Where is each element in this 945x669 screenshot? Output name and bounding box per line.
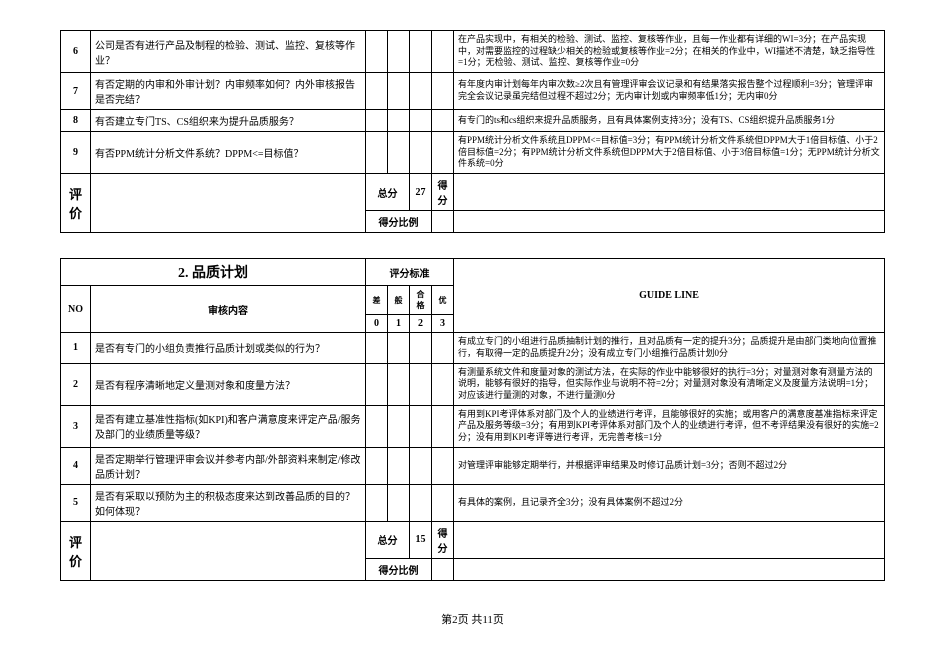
s1-row-2-no: 8 <box>61 110 91 132</box>
s2-row-4-score-1[interactable] <box>388 484 410 521</box>
s2-row-0-score-2[interactable] <box>410 333 432 363</box>
section2-guide-header: GUIDE LINE <box>454 259 885 333</box>
s2-row-2-guide: 有用到KPI考评体系对部门及个人的业绩进行考评，且能够很好的实施；或用客户的满意… <box>454 405 885 447</box>
s1-row-2-guide: 有专门的ts和cs组织来提升品质服务，且有具体案例支持3分；没有TS、CS组织提… <box>454 110 885 132</box>
s2-row-4-score-3[interactable] <box>432 484 454 521</box>
grade-top-1: 般 <box>388 286 410 315</box>
s2-row-3-content: 是否定期举行管理评审会议并参考内部/外部资料来制定/修改品质计划？ <box>91 447 366 484</box>
s2-row-2-score-1[interactable] <box>388 405 410 447</box>
s2-row-3-guide: 对管理评审能够定期举行，并根据评审结果及时修订品质计划=3分；否则不超过2分 <box>454 447 885 484</box>
s2-row-4-guide: 有具体的案例，且记录齐全3分；没有具体案例不超过2分 <box>454 484 885 521</box>
s2-row-2-score-0[interactable] <box>366 405 388 447</box>
s1-row-3-no: 9 <box>61 132 91 174</box>
s1-row-1-score-3[interactable] <box>432 73 454 110</box>
s1-row-0-guide: 在产品实现中，有相关的检验、测试、监控、复核等作业，且每一作业都有详细的WI=3… <box>454 31 885 73</box>
s1-row-1-no: 7 <box>61 73 91 110</box>
s1-row-3-score-2[interactable] <box>410 132 432 174</box>
grade-top-0: 差 <box>366 286 388 315</box>
section2-ratio-label: 得分比例 <box>366 558 432 580</box>
s1-row-1-guide: 有年度内审计划每年内审次数≥2次且有管理评审会议记录和有结果落实报告整个过程顺利… <box>454 73 885 110</box>
page-footer: 第2页 共11页 <box>60 611 885 627</box>
section2-eval-label: 评价 <box>61 521 91 580</box>
s1-row-0-score-1[interactable] <box>388 31 410 73</box>
section2-score-cell[interactable] <box>454 521 885 558</box>
section2-content-header: 审核内容 <box>91 286 366 333</box>
s2-row-3-score-0[interactable] <box>366 447 388 484</box>
section1-table: 6公司是否有进行产品及制程的检验、测试、监控、复核等作业？ 在产品实现中，有相关的… <box>60 30 885 233</box>
section1-ratio-label: 得分比例 <box>366 211 432 233</box>
s1-row-3-score-0[interactable] <box>366 132 388 174</box>
s2-row-1-guide: 有测量系统文件和度量对象的测试方法，在实际的作业中能够很好的执行=3分；对量测对… <box>454 363 885 405</box>
grade-bot-3: 3 <box>432 315 454 333</box>
s1-row-3-score-3[interactable] <box>432 132 454 174</box>
section1-ratio-cell2[interactable] <box>454 211 885 233</box>
s1-row-2-score-2[interactable] <box>410 110 432 132</box>
section2-score-label: 得分 <box>432 521 454 558</box>
s2-row-3-no: 4 <box>61 447 91 484</box>
s1-row-2-score-0[interactable] <box>366 110 388 132</box>
s2-row-0-score-3[interactable] <box>432 333 454 363</box>
grade-top-2: 合格 <box>410 286 432 315</box>
section2-no-header: NO <box>61 286 91 333</box>
s2-row-2-content: 是否有建立基准性指标(如KPI)和客户满意度来评定产品/服务及部门的业绩质量等级… <box>91 405 366 447</box>
s2-row-3-score-3[interactable] <box>432 447 454 484</box>
s2-row-1-score-3[interactable] <box>432 363 454 405</box>
s2-row-2-score-3[interactable] <box>432 405 454 447</box>
section1-eval-cell[interactable] <box>91 174 366 233</box>
s1-row-1-score-2[interactable] <box>410 73 432 110</box>
s2-row-3-score-2[interactable] <box>410 447 432 484</box>
s1-row-0-content: 公司是否有进行产品及制程的检验、测试、监控、复核等作业？ <box>91 31 366 73</box>
section2-ratio-cell2[interactable] <box>454 558 885 580</box>
s1-row-0-no: 6 <box>61 31 91 73</box>
s2-row-4-score-0[interactable] <box>366 484 388 521</box>
s2-row-1-score-1[interactable] <box>388 363 410 405</box>
s2-row-1-score-0[interactable] <box>366 363 388 405</box>
s2-row-0-score-0[interactable] <box>366 333 388 363</box>
section2-table: 2. 品质计划评分标准GUIDE LINENO审核内容差般合格优01231是否有… <box>60 258 885 581</box>
s2-row-1-score-2[interactable] <box>410 363 432 405</box>
grade-top-3: 优 <box>432 286 454 315</box>
section1-total-label: 总分 <box>366 174 410 211</box>
section1-ratio-cell1[interactable] <box>432 211 454 233</box>
section2-total-label: 总分 <box>366 521 410 558</box>
section2-eval-cell[interactable] <box>91 521 366 580</box>
s1-row-3-score-1[interactable] <box>388 132 410 174</box>
s2-row-4-score-2[interactable] <box>410 484 432 521</box>
section1-eval-label: 评价 <box>61 174 91 233</box>
section1-score-label: 得分 <box>432 174 454 211</box>
s2-row-0-score-1[interactable] <box>388 333 410 363</box>
s2-row-4-no: 5 <box>61 484 91 521</box>
s2-row-1-content: 是否有程序清晰地定义量测对象和度量方法？ <box>91 363 366 405</box>
grade-bot-0: 0 <box>366 315 388 333</box>
s2-row-3-score-1[interactable] <box>388 447 410 484</box>
s2-row-2-score-2[interactable] <box>410 405 432 447</box>
s1-row-3-content: 有否PPM统计分析文件系统？DPPM<=目标值？ <box>91 132 366 174</box>
section2-total-value: 15 <box>410 521 432 558</box>
section1-score-cell[interactable] <box>454 174 885 211</box>
s1-row-2-score-1[interactable] <box>388 110 410 132</box>
s2-row-0-no: 1 <box>61 333 91 363</box>
s1-row-0-score-3[interactable] <box>432 31 454 73</box>
s2-row-0-guide: 有成立专门的小组进行品质抽制计划的推行，且对品质有一定的提升3分；品质提升是由部… <box>454 333 885 363</box>
s1-row-2-score-3[interactable] <box>432 110 454 132</box>
s2-row-2-no: 3 <box>61 405 91 447</box>
section2-criteria-label: 评分标准 <box>366 259 454 286</box>
s1-row-1-score-1[interactable] <box>388 73 410 110</box>
s1-row-1-content: 有否定期的内审和外审计划？内审频率如何？内外审核报告是否完结？ <box>91 73 366 110</box>
s1-row-0-score-0[interactable] <box>366 31 388 73</box>
s1-row-0-score-2[interactable] <box>410 31 432 73</box>
s1-row-3-guide: 有PPM统计分析文件系统且DPPM<=目标值=3分；有PPM统计分析文件系统但D… <box>454 132 885 174</box>
s2-row-1-no: 2 <box>61 363 91 405</box>
s2-row-4-content: 是否有采取以预防为主的积极态度来达到改善品质的目的？如何体现？ <box>91 484 366 521</box>
grade-bot-2: 2 <box>410 315 432 333</box>
s1-row-2-content: 有否建立专门TS、CS组织来为提升品质服务？ <box>91 110 366 132</box>
section2-title: 2. 品质计划 <box>61 259 366 286</box>
grade-bot-1: 1 <box>388 315 410 333</box>
section1-total-value: 27 <box>410 174 432 211</box>
s1-row-1-score-0[interactable] <box>366 73 388 110</box>
s2-row-0-content: 是否有专门的小组负责推行品质计划或类似的行为？ <box>91 333 366 363</box>
section2-ratio-cell1[interactable] <box>432 558 454 580</box>
